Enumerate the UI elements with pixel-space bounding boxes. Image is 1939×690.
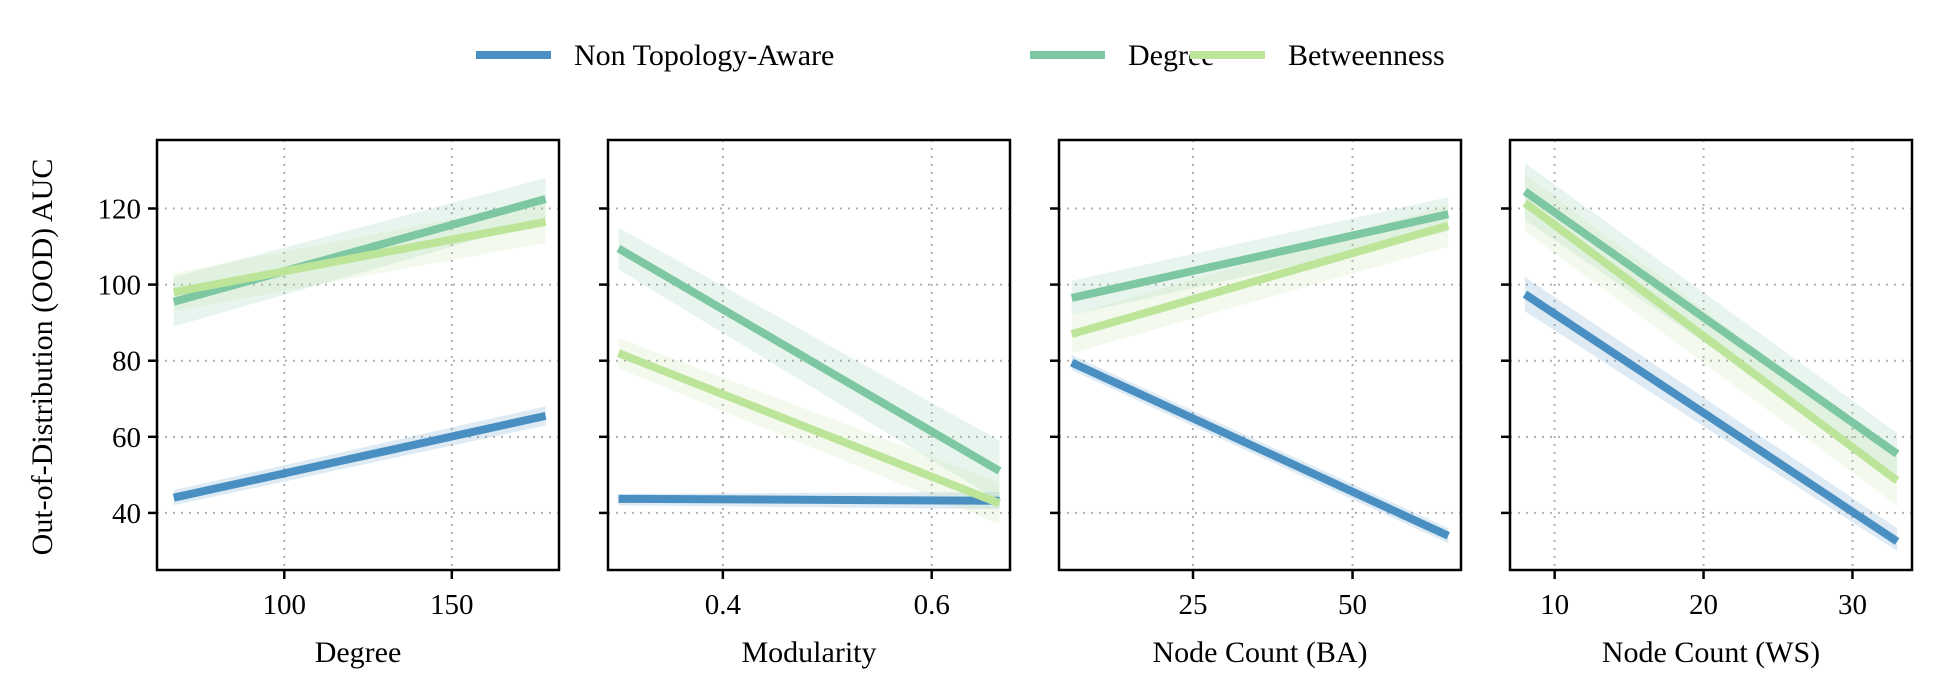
x-axis-label: Degree bbox=[315, 636, 402, 669]
series-line-degree bbox=[172, 195, 547, 306]
x-tick-label: 150 bbox=[430, 589, 474, 621]
x-axis-label: Node Count (WS) bbox=[1602, 636, 1820, 669]
series-line-non-topology-aware bbox=[1070, 358, 1450, 540]
series-line-degree bbox=[1070, 210, 1450, 302]
x-tick-label: 100 bbox=[263, 589, 307, 621]
x-tick-label: 0.4 bbox=[705, 589, 742, 621]
x-tick-label: 30 bbox=[1838, 589, 1867, 621]
panel-node-count-ba: 25 50 Node Count (BA) bbox=[1050, 138, 1463, 669]
panel-frame bbox=[1057, 138, 1463, 572]
x-tick-label: 10 bbox=[1540, 589, 1569, 621]
x-axis-label: Modularity bbox=[742, 636, 877, 669]
series-line-non-topology-aware bbox=[618, 494, 1000, 505]
x-tick-label: 0.6 bbox=[914, 589, 950, 621]
panel-degree: 40 60 80 100 120 100 150 Degree bbox=[98, 138, 561, 669]
x-tick-label: 25 bbox=[1179, 589, 1208, 621]
y-tick-label: 40 bbox=[112, 498, 141, 530]
panel-frame bbox=[1508, 138, 1914, 572]
panel-frame bbox=[155, 138, 561, 572]
panel-frame bbox=[606, 138, 1012, 572]
series-line-betweenness bbox=[1522, 199, 1900, 484]
series-line-degree bbox=[1522, 188, 1900, 458]
panel-modularity: 0.4 0.6 Modularity bbox=[599, 138, 1012, 669]
series-line-non-topology-aware bbox=[172, 411, 547, 502]
x-axis-label: Node Count (BA) bbox=[1153, 636, 1368, 669]
y-tick-label: 100 bbox=[98, 270, 142, 302]
x-tick-label: 20 bbox=[1689, 589, 1718, 621]
panel-node-count-ws: 10 20 30 Node Count (WS) bbox=[1501, 138, 1914, 669]
legend-label-betweenness: Betweenness bbox=[1288, 39, 1445, 72]
series-line-betweenness bbox=[616, 349, 1002, 508]
confidence-band-degree bbox=[618, 227, 1000, 502]
series-line-degree bbox=[616, 244, 1002, 475]
y-tick-label: 60 bbox=[112, 422, 141, 454]
chart-panels: 40 60 80 100 120 100 150 Degree 0.4 0.6 Modularity… bbox=[98, 138, 1914, 669]
y-tick-label: 120 bbox=[98, 193, 142, 225]
y-axis-label: Out-of-Distribution (OOD) AUC bbox=[26, 159, 59, 556]
series-line-betweenness bbox=[1070, 221, 1450, 338]
legend-label-non-topology-aware: Non Topology-Aware bbox=[574, 39, 834, 72]
series-line-betweenness bbox=[173, 217, 547, 297]
y-tick-label: 80 bbox=[112, 346, 141, 378]
legend: Non Topology-Aware Degree Betweenness bbox=[476, 39, 1445, 72]
x-tick-label: 50 bbox=[1338, 589, 1367, 621]
series-line-non-topology-aware bbox=[1522, 290, 1900, 545]
